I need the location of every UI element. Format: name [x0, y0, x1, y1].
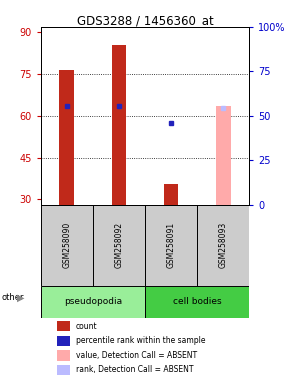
Text: GSM258091: GSM258091 [166, 222, 176, 268]
Text: count: count [76, 322, 98, 331]
Title: GDS3288 / 1456360_at: GDS3288 / 1456360_at [77, 14, 213, 27]
Bar [197, 205, 249, 286]
Bar [41, 205, 93, 286]
Text: pseudopodia: pseudopodia [64, 297, 122, 306]
Text: percentile rank within the sample: percentile rank within the sample [76, 336, 206, 345]
Bar [57, 321, 70, 331]
Bar [164, 184, 178, 205]
Bar [216, 106, 231, 205]
Bar [112, 45, 126, 205]
Text: GSM258092: GSM258092 [114, 222, 124, 268]
Bar [57, 365, 70, 375]
Bar [93, 205, 145, 286]
Bar [145, 286, 249, 318]
Bar [145, 205, 197, 286]
Text: other: other [1, 293, 24, 302]
Text: GSM258090: GSM258090 [62, 222, 71, 268]
Bar [57, 336, 70, 346]
Bar [41, 286, 145, 318]
Text: ▶: ▶ [17, 293, 24, 303]
Bar [59, 70, 74, 205]
Text: value, Detection Call = ABSENT: value, Detection Call = ABSENT [76, 351, 197, 360]
Text: rank, Detection Call = ABSENT: rank, Detection Call = ABSENT [76, 366, 194, 374]
Text: GSM258093: GSM258093 [219, 222, 228, 268]
Text: cell bodies: cell bodies [173, 297, 222, 306]
Bar [57, 350, 70, 361]
